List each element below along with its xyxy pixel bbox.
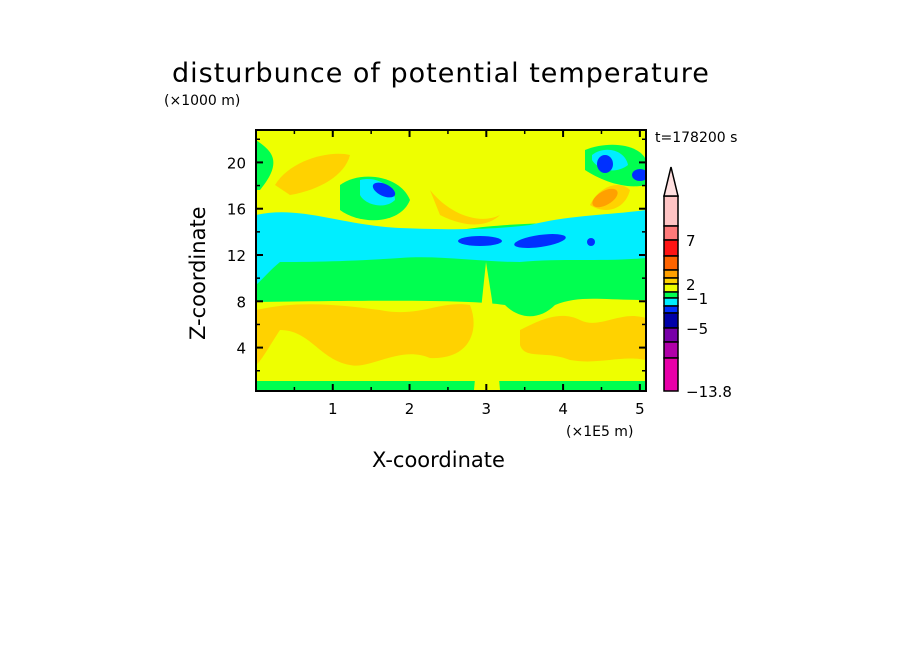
contour-green-left bbox=[256, 140, 274, 190]
colorbar-segment bbox=[663, 341, 679, 359]
colorbar-segment bbox=[663, 291, 679, 299]
contour-blue-2 bbox=[458, 236, 502, 246]
colorbar-segment bbox=[663, 312, 679, 329]
y-tick-label: 12 bbox=[227, 247, 246, 265]
colorbar-segment bbox=[663, 277, 679, 285]
y-axis-unit: (×1000 m) bbox=[164, 93, 241, 109]
x-tick-label: 3 bbox=[482, 400, 492, 418]
colorbar-label: 7 bbox=[686, 232, 696, 250]
colorbar-segment bbox=[663, 225, 679, 241]
colorbar-segment bbox=[663, 297, 679, 307]
y-tick-label: 16 bbox=[227, 201, 246, 219]
contour-orange-spot bbox=[592, 188, 618, 208]
colorbar-segment bbox=[663, 305, 679, 314]
colorbar-label: −1 bbox=[686, 290, 708, 308]
contour-orange-mid bbox=[430, 190, 500, 225]
x-tick-label: 2 bbox=[405, 400, 415, 418]
contour-orange-low bbox=[256, 304, 474, 366]
contour-cyan-band bbox=[256, 210, 646, 285]
x-tick-label: 1 bbox=[328, 400, 338, 418]
plot-frame bbox=[255, 129, 647, 392]
contour-orange-top bbox=[275, 153, 350, 195]
contour-plume bbox=[474, 262, 500, 390]
contour-blue-3 bbox=[514, 234, 566, 248]
x-axis-unit: (×1E5 m) bbox=[566, 424, 634, 440]
x-axis-label: X-coordinate bbox=[372, 448, 505, 472]
colorbar-label: 2 bbox=[686, 276, 696, 294]
contour-blue-1 bbox=[372, 182, 396, 198]
colorbar-segment bbox=[663, 283, 679, 293]
contour-blue-4 bbox=[597, 155, 613, 173]
contour-green-bottom bbox=[256, 381, 646, 391]
colorbar-segment bbox=[663, 327, 679, 343]
contour-orange-low2 bbox=[520, 315, 646, 362]
contour-field bbox=[256, 130, 646, 391]
colorbar-segment bbox=[663, 255, 679, 271]
y-tick-label: 8 bbox=[236, 293, 246, 311]
y-tick-label: 20 bbox=[227, 154, 246, 172]
time-label: t=178200 s bbox=[655, 130, 738, 146]
colorbar-segment bbox=[663, 269, 679, 279]
colorbar-segment bbox=[663, 357, 679, 392]
chart-title: disturbunce of potential temperature bbox=[172, 58, 710, 89]
contour-blue-5 bbox=[632, 169, 646, 181]
colorbar-label: −13.8 bbox=[686, 383, 732, 401]
colorbar-segment bbox=[663, 195, 679, 227]
colorbar-segment bbox=[663, 239, 679, 257]
colorbar-label: −5 bbox=[686, 320, 708, 338]
y-tick-label: 4 bbox=[236, 340, 246, 358]
contour-blue-6 bbox=[587, 238, 595, 246]
colorbar-extend-arrow bbox=[663, 166, 679, 197]
x-tick-label: 4 bbox=[558, 400, 568, 418]
colorbar: 7 2−1 −5 −13.8 bbox=[663, 166, 732, 401]
x-tick-label: 5 bbox=[635, 400, 645, 418]
